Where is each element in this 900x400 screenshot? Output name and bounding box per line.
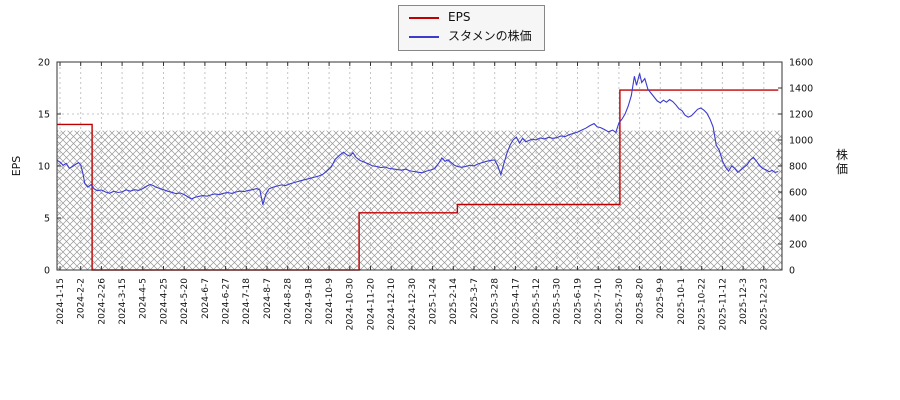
eps-line bbox=[56, 89, 779, 271]
svg-text:200: 200 bbox=[789, 240, 807, 251]
svg-text:2024-4-5: 2024-4-5 bbox=[139, 278, 149, 319]
svg-text:2025-8-20: 2025-8-20 bbox=[635, 278, 645, 325]
svg-text:2024-10-9: 2024-10-9 bbox=[325, 278, 335, 325]
svg-text:2024-3-15: 2024-3-15 bbox=[118, 278, 128, 325]
legend-label-stock-price: スタメンの株価 bbox=[448, 29, 532, 44]
svg-text:800: 800 bbox=[789, 162, 807, 173]
svg-text:2025-5-30: 2025-5-30 bbox=[553, 278, 563, 325]
svg-text:0: 0 bbox=[44, 266, 50, 277]
tick-marks bbox=[57, 61, 782, 271]
stock-price-line-swatch bbox=[409, 35, 439, 38]
svg-text:2024-8-28: 2024-8-28 bbox=[284, 278, 294, 325]
svg-text:2024-1-15: 2024-1-15 bbox=[56, 278, 66, 325]
svg-text:2024-2-26: 2024-2-26 bbox=[97, 278, 107, 325]
svg-text:10: 10 bbox=[38, 162, 50, 173]
svg-text:2025-5-12: 2025-5-12 bbox=[532, 278, 542, 325]
right-axis-tick-labels: 0 200 400 600 800 1000 1200 1400 1600 bbox=[789, 58, 813, 277]
svg-text:1400: 1400 bbox=[789, 84, 813, 95]
legend-item-eps: EPS bbox=[409, 10, 532, 24]
svg-text:2024-6-27: 2024-6-27 bbox=[221, 278, 231, 325]
svg-text:2025-2-14: 2025-2-14 bbox=[449, 278, 459, 325]
eps-line-swatch bbox=[409, 16, 439, 19]
legend-label-eps: EPS bbox=[448, 10, 471, 24]
svg-text:5: 5 bbox=[44, 214, 50, 225]
svg-text:2024-12-10: 2024-12-10 bbox=[387, 278, 397, 331]
svg-text:2024-12-30: 2024-12-30 bbox=[408, 278, 418, 331]
left-axis-tick-labels: 0 5 10 15 20 bbox=[38, 58, 50, 277]
svg-text:1000: 1000 bbox=[789, 136, 813, 147]
svg-text:20: 20 bbox=[38, 58, 50, 69]
svg-text:2025-7-30: 2025-7-30 bbox=[615, 278, 625, 325]
svg-text:2025-7-10: 2025-7-10 bbox=[594, 278, 604, 325]
svg-text:2024-9-18: 2024-9-18 bbox=[304, 278, 314, 325]
svg-text:2024-4-25: 2024-4-25 bbox=[159, 278, 169, 325]
svg-text:2025-11-12: 2025-11-12 bbox=[718, 278, 728, 330]
svg-text:2024-7-18: 2024-7-18 bbox=[242, 278, 252, 325]
svg-text:15: 15 bbox=[38, 110, 50, 121]
svg-text:2024-6-7: 2024-6-7 bbox=[201, 278, 211, 319]
left-axis-title: EPS bbox=[10, 156, 23, 177]
svg-text:0: 0 bbox=[789, 266, 795, 277]
legend-item-stock-price: スタメンの株価 bbox=[409, 29, 532, 44]
svg-text:600: 600 bbox=[789, 188, 807, 199]
svg-text:2024-8-7: 2024-8-7 bbox=[263, 278, 273, 319]
svg-text:2024-11-20: 2024-11-20 bbox=[366, 278, 376, 331]
svg-text:2025-12-3: 2025-12-3 bbox=[739, 278, 749, 325]
svg-text:2024-2-2: 2024-2-2 bbox=[77, 278, 87, 319]
svg-text:2025-4-17: 2025-4-17 bbox=[511, 278, 521, 325]
right-axis-title: 株価 bbox=[836, 147, 848, 176]
svg-text:2025-3-7: 2025-3-7 bbox=[470, 278, 480, 319]
svg-text:2025-9-9: 2025-9-9 bbox=[656, 278, 666, 319]
svg-text:2025-1-24: 2025-1-24 bbox=[428, 278, 438, 325]
svg-text:2025-3-28: 2025-3-28 bbox=[491, 278, 501, 325]
legend: EPS スタメンの株価 bbox=[398, 5, 545, 52]
svg-text:2025-10-1: 2025-10-1 bbox=[677, 278, 687, 325]
svg-text:2025-12-23: 2025-12-23 bbox=[760, 278, 770, 330]
svg-text:1200: 1200 bbox=[789, 110, 813, 121]
x-axis-tick-labels: 2024-1-15 2024-2-2 2024-2-26 2024-3-15 2024-… bbox=[56, 278, 770, 331]
svg-text:400: 400 bbox=[789, 214, 807, 225]
svg-text:2025-10-22: 2025-10-22 bbox=[698, 278, 708, 330]
stock-price-line bbox=[56, 73, 779, 205]
svg-text:2024-10-30: 2024-10-30 bbox=[346, 278, 356, 331]
hatch-band bbox=[57, 130, 782, 270]
svg-text:2025-6-19: 2025-6-19 bbox=[573, 278, 583, 325]
svg-text:1600: 1600 bbox=[789, 58, 813, 69]
svg-text:2024-5-20: 2024-5-20 bbox=[180, 278, 190, 325]
